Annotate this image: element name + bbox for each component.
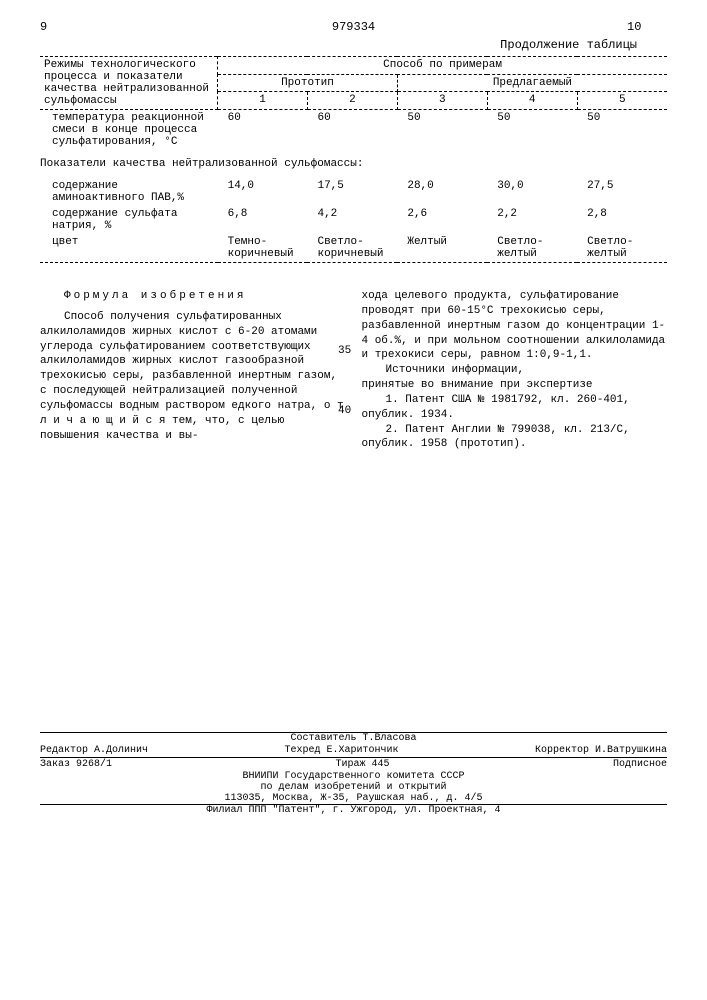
cell: 30,0	[487, 178, 577, 206]
cell: Желтый	[397, 234, 487, 263]
col-3: 3	[397, 92, 487, 110]
techred: Техред Е.Харитончик	[284, 745, 398, 756]
compiler-line: Составитель Т.Власова	[40, 733, 667, 744]
subscription: Подписное	[613, 759, 667, 770]
cell: 60	[218, 110, 308, 151]
row-header-cell: Режимы технологического процесса и показ…	[40, 57, 218, 110]
line-number: 40	[338, 405, 351, 417]
page-header: 9 979334 10	[40, 20, 667, 34]
row-label: цвет	[40, 234, 218, 263]
cell: 17,5	[307, 178, 397, 206]
editor: Редактор А.Долинич	[40, 745, 148, 756]
cell: Светло-коричневый	[307, 234, 397, 263]
right-column: хода целевого продукта, сульфатирование …	[362, 283, 668, 452]
col-1: 1	[218, 92, 308, 110]
table-row: температура реакционной смеси в конце пр…	[40, 110, 667, 151]
line-number: 35	[338, 345, 351, 357]
cell: 2,8	[577, 206, 667, 234]
source-1: 1. Патент США № 1981792, кл. 260-401, оп…	[362, 393, 668, 423]
row-label: содержание аминоактивного ПАВ,%	[40, 178, 218, 206]
sources-line: принятые во внимание при экспертизе	[362, 378, 668, 393]
document-number: 979334	[80, 20, 627, 34]
cell: 28,0	[397, 178, 487, 206]
table-continuation-label: Продолжение таблицы	[40, 38, 637, 52]
col-5: 5	[577, 92, 667, 110]
cell: Светло-желтый	[577, 234, 667, 263]
table-section-row: Показатели качества нейтрализованной сул…	[40, 150, 667, 178]
table-row: содержание сульфата натрия, % 6,8 4,2 2,…	[40, 206, 667, 234]
left-column: Формула изобретения Способ получения сул…	[40, 283, 346, 452]
cell: Светло-желтый	[487, 234, 577, 263]
cell: Темно-коричневый	[218, 234, 308, 263]
row-label: содержание сульфата натрия, %	[40, 206, 218, 234]
prototype-header: Прототип	[218, 74, 398, 92]
cell: 60	[307, 110, 397, 151]
cell: 6,8	[218, 206, 308, 234]
branch: Филиал ППП "Патент", г. Ужгород, ул. Про…	[40, 805, 667, 816]
cell: 2,6	[397, 206, 487, 234]
order: Заказ 9268/1	[40, 759, 112, 770]
right-page-number: 10	[627, 20, 667, 34]
cell: 27,5	[577, 178, 667, 206]
org-line2: по делам изобретений и открытий	[40, 782, 667, 793]
col-4: 4	[487, 92, 577, 110]
cell: 4,2	[307, 206, 397, 234]
formula-left-text: Способ получения сульфатированных алкило…	[40, 310, 346, 444]
cell: 2,2	[487, 206, 577, 234]
cell: 50	[487, 110, 577, 151]
formula-title: Формула изобретения	[40, 289, 346, 304]
sources-title: Источники информации,	[362, 363, 668, 378]
formula-right-p1: хода целевого продукта, сульфатирование …	[362, 289, 668, 363]
left-page-number: 9	[40, 20, 80, 34]
address: 113035, Москва, Ж-35, Раушская наб., д. …	[40, 793, 667, 804]
methods-header: Способ по примерам	[218, 57, 667, 75]
row-label: температура реакционной смеси в конце пр…	[40, 110, 218, 151]
tirazh: Тираж 445	[335, 759, 389, 770]
cell: 14,0	[218, 178, 308, 206]
section-label: Показатели качества нейтрализованной сул…	[40, 150, 667, 178]
footer-block: Составитель Т.Власова Редактор А.Долинич…	[40, 732, 667, 816]
proposed-header: Предлагаемый	[397, 74, 667, 92]
table-row: содержание аминоактивного ПАВ,% 14,0 17,…	[40, 178, 667, 206]
corrector: Корректор И.Ватрушкина	[535, 745, 667, 756]
table-row: цвет Темно-коричневый Светло-коричневый …	[40, 234, 667, 263]
cell: 50	[577, 110, 667, 151]
col-2: 2	[307, 92, 397, 110]
data-table: Режимы технологического процесса и показ…	[40, 56, 667, 263]
cell: 50	[397, 110, 487, 151]
org-line1: ВНИИПИ Государственного комитета СССР	[40, 771, 667, 782]
source-2: 2. Патент Англии № 799038, кл. 213/С, оп…	[362, 423, 668, 453]
body-text-container: 35 40 Формула изобретения Способ получен…	[40, 283, 667, 452]
